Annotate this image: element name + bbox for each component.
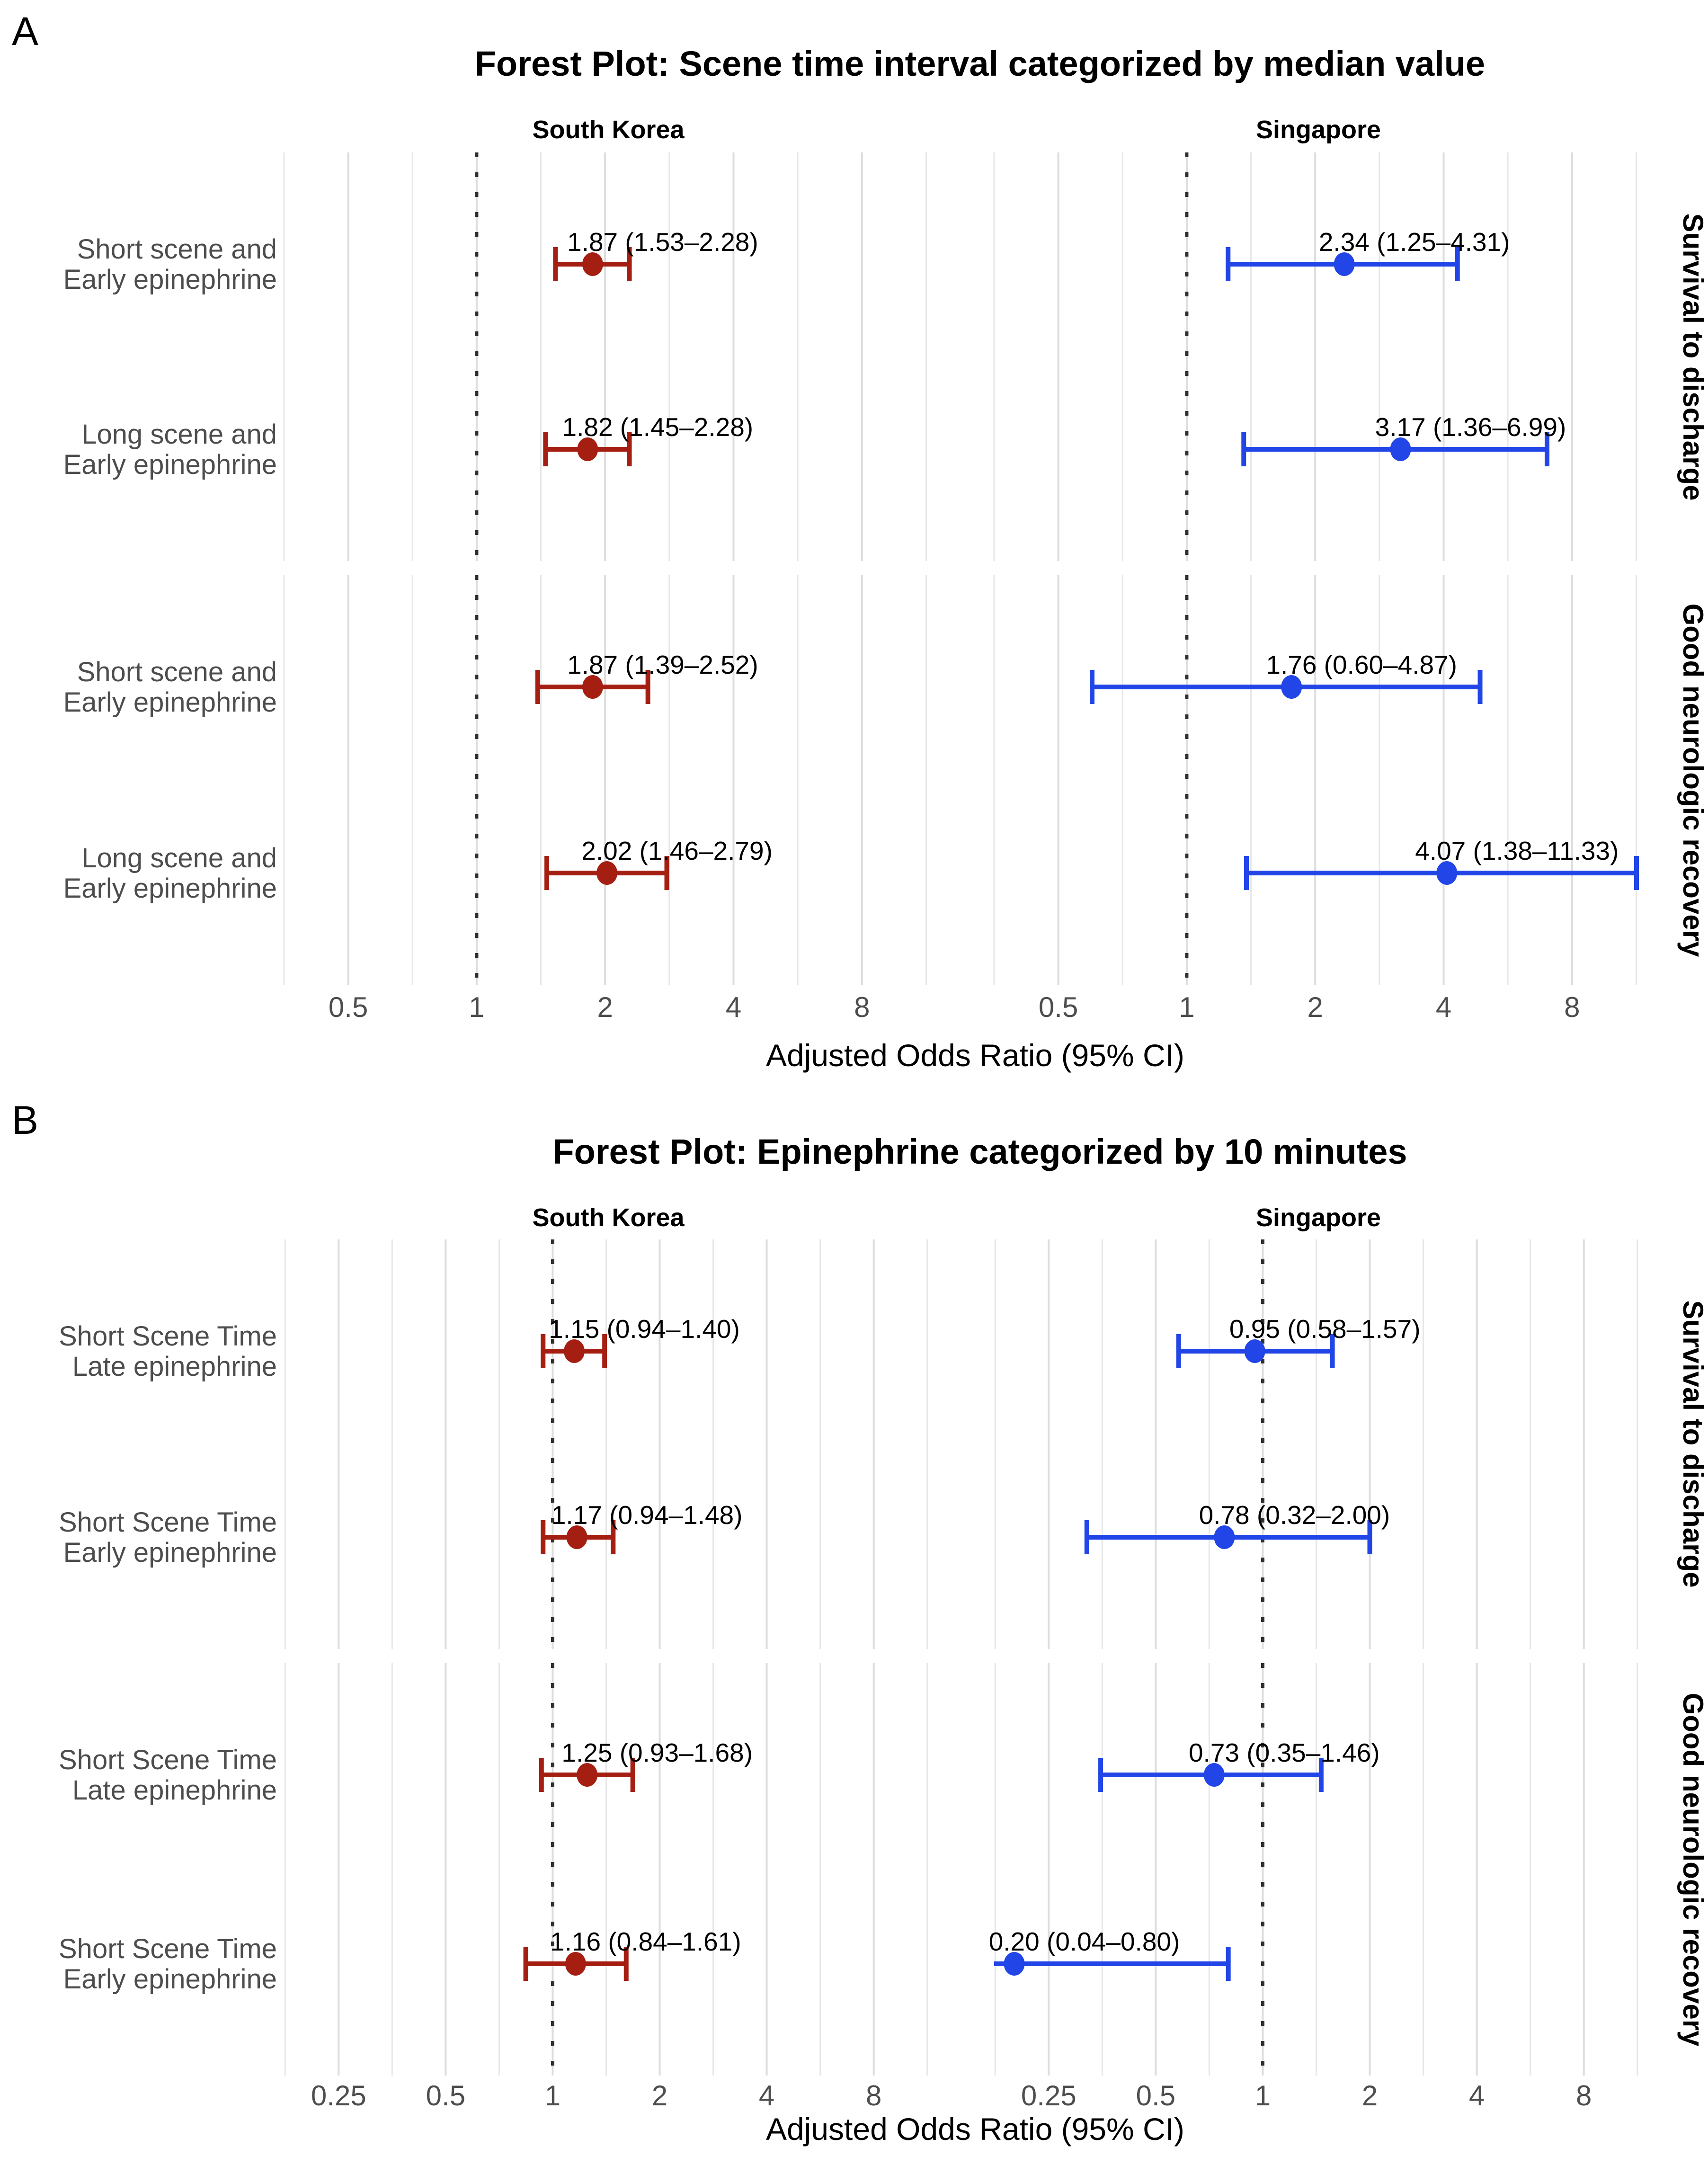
row-label-line2: Early epinephrine [63,449,277,480]
panel-a-strip-neurologic: Good neurologic recovery [1677,604,1708,957]
row-label-line1: Short Scene Time [59,1507,277,1538]
estimate-label: 1.25 (0.93–1.68) [561,1738,753,1767]
row-label-line2: Early epinephrine [63,873,277,904]
panel-a-x-axis-title: Adjusted Odds Ratio (95% CI) [766,1038,1184,1073]
panel-b-strip-survival: Survival to discharge [1677,1301,1708,1588]
point-marker [1004,1952,1025,1976]
x-tick-label: 1 [469,991,484,1023]
point-marker [582,252,603,276]
panel-a-letter: A [12,9,38,53]
x-tick-label: 0.25 [1021,2080,1076,2112]
estimate-label: 1.87 (1.53–2.28) [567,227,758,257]
x-tick-label: 8 [854,991,870,1023]
row-label-line2: Early epinephrine [63,687,277,718]
point-marker [582,675,603,699]
estimate-label: 1.16 (0.84–1.61) [550,1927,741,1956]
estimate-label: 4.07 (1.38–11.33) [1415,836,1619,865]
point-marker [596,861,618,885]
estimate-label: 1.17 (0.94–1.48) [552,1500,743,1530]
point-marker [577,1763,598,1787]
point-marker [1334,252,1355,276]
row-label-line1: Short Scene Time [59,1933,277,1964]
x-tick-label: 8 [866,2080,881,2112]
estimate-label: 2.34 (1.25–4.31) [1319,227,1510,257]
point-marker [1390,437,1411,461]
estimate-label: 1.87 (1.39–2.52) [567,650,758,679]
x-tick-label: 4 [759,2080,774,2112]
row-label-line1: Long scene and [81,419,277,450]
panel-a-title: Forest Plot: Scene time interval categor… [475,44,1485,83]
panel-a-strip-survival: Survival to discharge [1677,214,1708,501]
row-label-line1: Short Scene Time [59,1321,277,1352]
panel-b-col-header-south-korea: South Korea [532,1203,685,1232]
x-tick-label: 1 [545,2080,560,2112]
estimate-label: 0.20 (0.04–0.80) [989,1927,1180,1956]
x-tick-label: 0.5 [329,991,368,1023]
x-tick-label: 8 [1576,2080,1592,2112]
panel-b-title: Forest Plot: Epinephrine categorized by … [552,1132,1407,1171]
estimate-label: 0.95 (0.58–1.57) [1229,1314,1421,1344]
panel-b-letter: B [12,1098,38,1142]
panel-b-x-axis-title: Adjusted Odds Ratio (95% CI) [766,2112,1184,2147]
x-tick-label: 4 [1469,2080,1485,2112]
estimate-label: 1.82 (1.45–2.28) [562,412,753,442]
estimate-label: 3.17 (1.36–6.99) [1375,412,1566,442]
point-marker [1244,1339,1265,1363]
panel-b-col-header-singapore: Singapore [1256,1203,1381,1232]
x-tick-label: 0.5 [1136,2080,1175,2112]
x-tick-label: 2 [1362,2080,1378,2112]
x-tick-label: 0.5 [1039,991,1078,1023]
x-tick-label: 2 [597,991,613,1023]
estimate-label: 2.02 (1.46–2.79) [581,836,773,865]
point-marker [1203,1763,1225,1787]
panel-a-col-header-south-korea: South Korea [532,116,685,144]
row-label-line2: Early epinephrine [63,264,277,295]
row-label-line2: Late epinephrine [72,1775,277,1806]
panel-a-col-header-singapore: Singapore [1256,116,1381,144]
row-label-line2: Early epinephrine [63,1964,277,1995]
estimate-label: 0.73 (0.35–1.46) [1189,1738,1380,1767]
x-tick-label: 2 [652,2080,667,2112]
x-tick-label: 0.5 [426,2080,465,2112]
point-marker [1436,861,1458,885]
row-label-line2: Late epinephrine [72,1351,277,1382]
panel-b-strip-neurologic: Good neurologic recovery [1677,1693,1708,2047]
point-marker [577,437,598,461]
row-label-line1: Long scene and [81,843,277,873]
row-label-line1: Short scene and [77,657,277,687]
point-marker [565,1952,586,1976]
point-marker [1214,1525,1235,1549]
x-tick-label: 2 [1308,991,1323,1023]
point-marker [1281,675,1302,699]
x-tick-label: 0.25 [311,2080,366,2112]
x-tick-label: 8 [1564,991,1580,1023]
row-label-line1: Short Scene Time [59,1745,277,1775]
estimate-label: 0.78 (0.32–2.00) [1199,1500,1390,1530]
row-label-line2: Early epinephrine [63,1537,277,1568]
estimate-label: 1.15 (0.94–1.40) [549,1314,740,1344]
x-tick-label: 1 [1255,2080,1271,2112]
point-marker [566,1525,587,1549]
estimate-label: 1.76 (0.60–4.87) [1266,650,1457,679]
x-tick-label: 1 [1179,991,1194,1023]
x-tick-label: 4 [726,991,741,1023]
x-tick-label: 4 [1436,991,1451,1023]
row-label-line1: Short scene and [77,234,277,265]
point-marker [564,1339,585,1363]
